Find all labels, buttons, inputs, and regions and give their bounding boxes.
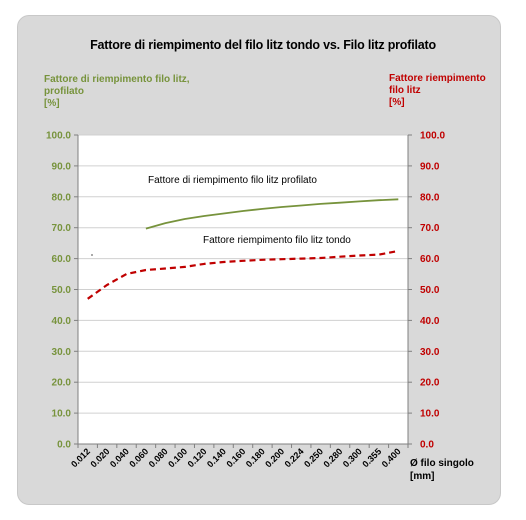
y-tick-label-right: 60.0 xyxy=(420,254,440,265)
data-point-profilato xyxy=(397,198,399,200)
y-tick-label-left: 60.0 xyxy=(52,254,72,265)
series-label-tondo: Fattore riempimento filo litz tondo xyxy=(203,235,351,246)
data-point-tondo xyxy=(145,269,147,271)
data-point-tondo xyxy=(397,250,399,252)
data-point-tondo xyxy=(106,284,108,286)
y-axis-right-label-line: [%] xyxy=(389,97,405,108)
y-tick-label-left: 40.0 xyxy=(52,316,72,327)
x-tick-label: 0.160 xyxy=(224,446,247,469)
x-axis-label: Ø filo singolo [mm] xyxy=(410,457,510,483)
data-point-tondo xyxy=(261,259,263,261)
x-tick-label: 0.060 xyxy=(127,446,150,469)
data-point-tondo xyxy=(339,256,341,258)
x-tick-label: 0.300 xyxy=(341,446,364,469)
x-tick-label: 0.100 xyxy=(166,446,189,469)
data-point-profilato xyxy=(242,210,244,212)
data-point-profilato xyxy=(281,206,283,208)
y-axis-left-label-line: profilato xyxy=(44,86,84,97)
x-tick-label: 0.140 xyxy=(205,446,228,469)
data-point-profilato xyxy=(261,208,263,210)
series-line-tondo xyxy=(87,249,399,300)
series-label-profilato: Fattore di riempimento filo litz profila… xyxy=(148,175,317,186)
data-point-tondo xyxy=(184,266,186,268)
y-tick-label-left: 80.0 xyxy=(52,192,72,203)
x-tick-label: 0.120 xyxy=(186,446,209,469)
y-tick-label-right: 100.0 xyxy=(420,131,445,142)
y-tick-label-right: 80.0 xyxy=(420,192,440,203)
chart-title: Fattore di riempimento del filo litz ton… xyxy=(90,38,436,52)
data-point-profilato xyxy=(164,222,166,224)
series-line-profilato xyxy=(145,198,399,230)
x-tick-label: 0.250 xyxy=(302,446,325,469)
x-tick-label: 0.280 xyxy=(321,446,344,469)
y-axis-left-label-line: Fattore di riempimento filo litz, xyxy=(44,74,190,85)
y-tick-label-left: 0.0 xyxy=(57,440,71,451)
x-tick-label: 0.200 xyxy=(263,446,286,469)
y-axis-right-label: Fattore riempimento filo litz [%] xyxy=(389,73,499,109)
data-point-tondo xyxy=(358,254,360,256)
x-tick-label: 0.400 xyxy=(380,446,403,469)
x-axis-label-line: [mm] xyxy=(410,471,435,482)
data-point-profilato xyxy=(222,212,224,214)
y-tick-label-left: 100.0 xyxy=(46,131,71,142)
y-tick-label-right: 0.0 xyxy=(420,440,434,451)
y-tick-label-left: 20.0 xyxy=(52,378,72,389)
data-point-profilato xyxy=(300,204,302,206)
y-tick-label-left: 30.0 xyxy=(52,347,72,358)
y-tick-label-left: 70.0 xyxy=(52,223,72,234)
data-point-profilato xyxy=(319,203,321,205)
data-point-tondo xyxy=(87,298,89,300)
data-point-tondo xyxy=(222,261,224,263)
y-tick-label-right: 90.0 xyxy=(420,161,440,172)
y-tick-label-right: 30.0 xyxy=(420,347,440,358)
data-point-tondo xyxy=(164,267,166,269)
y-axis-right-label-line: filo litz xyxy=(389,85,421,96)
data-point-profilato xyxy=(378,199,380,201)
x-tick-label: 0.040 xyxy=(108,446,131,469)
y-tick-label-right: 70.0 xyxy=(420,223,440,234)
y-axis-right-label-line: Fattore riempimento xyxy=(389,73,486,84)
y-tick-label-right: 20.0 xyxy=(420,378,440,389)
data-point-profilato xyxy=(145,227,147,229)
x-tick-label: 0.180 xyxy=(244,446,267,469)
y-axis-left-label: Fattore di riempimento filo litz, profil… xyxy=(44,74,204,110)
y-tick-label-left: 50.0 xyxy=(52,285,72,296)
data-point-tondo xyxy=(203,263,205,265)
x-axis-label-line: Ø filo singolo xyxy=(410,458,474,469)
data-point-profilato xyxy=(203,215,205,217)
data-point-profilato xyxy=(184,218,186,220)
x-tick-label: 0.224 xyxy=(283,446,306,469)
data-point-tondo xyxy=(125,273,127,275)
x-tick-label: 0.080 xyxy=(147,446,170,469)
data-point-tondo xyxy=(281,258,283,260)
y-tick-label-left: 90.0 xyxy=(52,161,72,172)
data-point-tondo xyxy=(378,253,380,255)
y-tick-label-left: 10.0 xyxy=(52,409,72,420)
data-point-tondo xyxy=(300,257,302,259)
x-tick-label: 0.012 xyxy=(69,446,92,469)
x-tick-label: 0.020 xyxy=(89,446,112,469)
data-point-profilato xyxy=(358,200,360,202)
y-axis-left-label-line: [%] xyxy=(44,98,60,109)
y-tick-label-right: 50.0 xyxy=(420,285,440,296)
data-point-tondo xyxy=(319,257,321,259)
x-tick-label: 0.355 xyxy=(360,446,383,469)
data-point-profilato xyxy=(339,201,341,203)
y-tick-label-right: 40.0 xyxy=(420,316,440,327)
y-tick-label-right: 10.0 xyxy=(420,409,440,420)
data-point-tondo xyxy=(242,260,244,262)
